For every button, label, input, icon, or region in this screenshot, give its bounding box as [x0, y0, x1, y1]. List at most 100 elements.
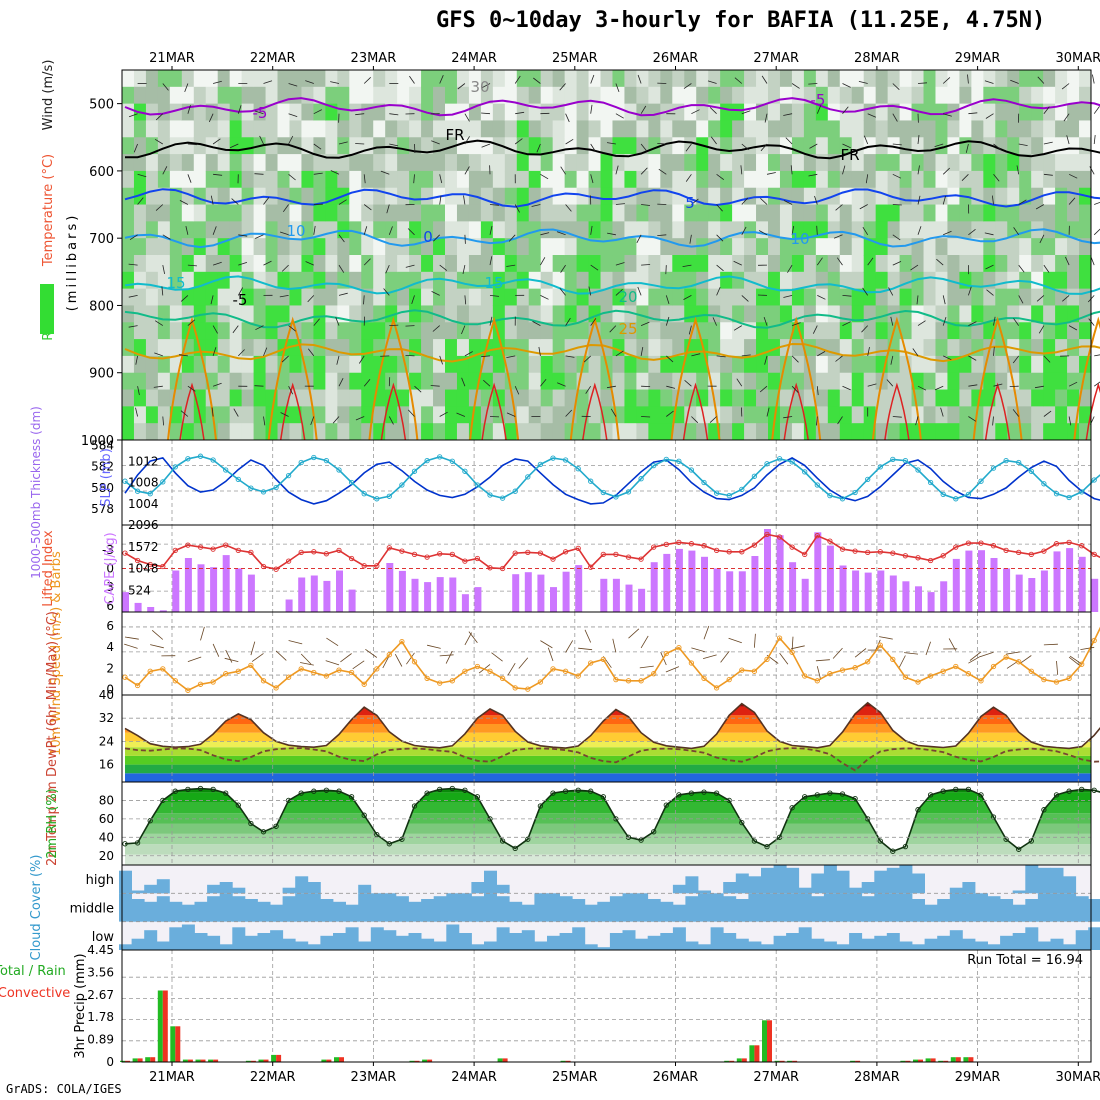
rh-cell — [145, 255, 159, 273]
wind-barb — [861, 325, 868, 333]
cloud-bar — [975, 893, 988, 922]
rh-cell — [732, 271, 745, 290]
rh-cell — [145, 355, 159, 374]
precip-conv-bar — [150, 1057, 156, 1062]
cloud-bar — [144, 930, 158, 950]
rh-cell — [720, 70, 733, 88]
cloud-bar — [748, 876, 762, 894]
cloud-bar — [194, 901, 208, 922]
li-line-point — [449, 551, 455, 558]
slp-line-point — [223, 467, 229, 473]
wind-speed-line-point — [235, 668, 241, 674]
rh-cell — [947, 271, 960, 290]
wind-barb — [640, 321, 650, 326]
rh-cell — [863, 221, 877, 239]
rh-cell — [122, 70, 135, 88]
wind-barb — [162, 265, 165, 274]
rh-cell — [373, 406, 386, 424]
rh-cell — [1055, 86, 1068, 105]
rh-cell — [122, 389, 135, 407]
rh-cell — [779, 238, 793, 256]
rh-cell — [373, 86, 386, 105]
rh-cell — [552, 305, 566, 323]
li-line-point — [915, 555, 921, 561]
rh-cell — [923, 187, 936, 206]
li-line-point — [701, 543, 707, 549]
rh-cell — [397, 238, 410, 256]
rh-cell — [744, 70, 757, 88]
rh-cell — [480, 120, 494, 138]
rh-line-point — [839, 791, 846, 797]
rh-cell — [887, 204, 901, 222]
wind-barb-10m — [224, 657, 239, 662]
wind-barb — [187, 143, 197, 146]
wind-barb — [842, 83, 851, 88]
rh-cell — [145, 238, 159, 256]
rh-cell — [803, 238, 817, 256]
slp-line-point — [1091, 477, 1097, 483]
rh-cell — [768, 154, 781, 172]
rh-cell — [744, 372, 757, 391]
wind-barb — [161, 286, 164, 296]
wind-barb — [430, 385, 440, 387]
rh-line-point — [651, 829, 657, 835]
cloud-bar — [912, 944, 925, 950]
wind-barb — [462, 265, 466, 274]
rh-cell — [409, 271, 422, 290]
rh-cell — [803, 137, 817, 155]
cloud-bar — [937, 899, 951, 922]
cape-bar — [751, 556, 759, 612]
rh-cell — [480, 170, 494, 189]
rh-cell — [720, 372, 733, 391]
wind-speed-line-point — [197, 681, 204, 687]
cloud-bar — [899, 865, 913, 894]
rh-cell — [815, 137, 829, 155]
slp-line-point — [197, 453, 204, 459]
rh-cell — [325, 204, 338, 222]
cloud-bar — [660, 933, 674, 950]
rh-cell — [229, 423, 243, 441]
precip-total-bar — [422, 1059, 428, 1062]
rh-cell — [923, 204, 936, 222]
precip-total-bar — [787, 1060, 793, 1062]
rh-cell — [995, 271, 1008, 290]
rh-cell — [349, 255, 362, 273]
wind-barb-10m — [124, 643, 138, 649]
cloud-bar — [622, 893, 636, 922]
rh-cell — [708, 170, 721, 189]
wind-barb — [1094, 354, 1100, 357]
rh-tick-label: 80 — [99, 793, 114, 807]
rh-cell — [468, 170, 482, 189]
rh-cell — [122, 423, 135, 441]
rh-cell — [624, 322, 637, 340]
rh-cell — [253, 204, 267, 222]
wind-barb — [363, 379, 371, 387]
rh-line — [124, 787, 1100, 853]
slp-line-point — [1079, 489, 1085, 495]
rh-cell — [122, 255, 135, 273]
rh-cell — [492, 103, 506, 121]
rh-cell — [875, 170, 889, 189]
rh-cell — [1007, 238, 1020, 256]
cloud-bar — [320, 935, 334, 950]
rh-cell — [636, 120, 649, 138]
wind-barb — [1043, 355, 1051, 363]
wind-barb — [942, 77, 951, 84]
rh-cell — [1055, 187, 1068, 206]
rh-cell — [325, 120, 338, 138]
rh-cell — [1043, 305, 1056, 323]
rh-cell — [708, 187, 721, 206]
isotherm-tongue-hot — [481, 382, 507, 441]
rh-cell — [756, 305, 769, 323]
rh-cell — [875, 86, 889, 105]
cloud-bar — [798, 893, 812, 922]
slp-line-point — [978, 478, 984, 484]
rh-cell — [193, 221, 207, 239]
wind-barb — [684, 379, 692, 387]
wind-speed-line-point — [134, 682, 141, 689]
rh-cell — [217, 288, 231, 306]
rh-cell — [851, 288, 865, 306]
rh-cell — [528, 288, 542, 306]
rh-cell — [911, 339, 925, 357]
credit-text: GrADS: COLA/IGES — [6, 1082, 122, 1096]
